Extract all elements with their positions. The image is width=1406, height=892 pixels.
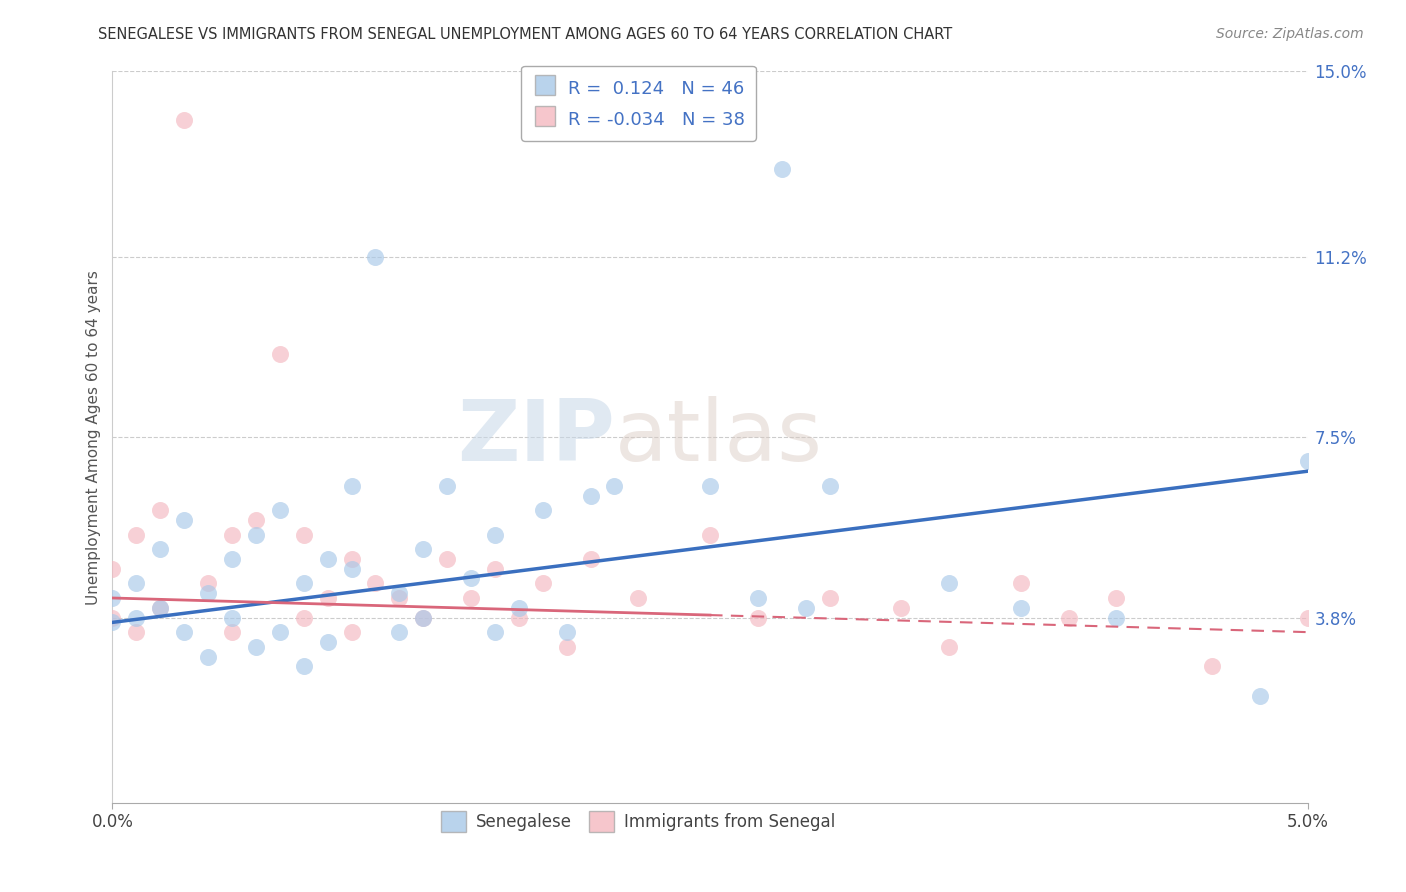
Text: SENEGALESE VS IMMIGRANTS FROM SENEGAL UNEMPLOYMENT AMONG AGES 60 TO 64 YEARS COR: SENEGALESE VS IMMIGRANTS FROM SENEGAL UN…	[98, 27, 953, 42]
Point	[245, 640, 267, 654]
Point	[460, 591, 482, 605]
Point	[101, 562, 124, 576]
Point	[340, 552, 363, 566]
Point	[555, 640, 578, 654]
Point	[1057, 610, 1080, 624]
Point	[818, 479, 841, 493]
Point	[125, 576, 148, 591]
Point	[1010, 600, 1032, 615]
Point	[794, 600, 817, 615]
Point	[125, 625, 148, 640]
Point	[149, 503, 172, 517]
Point	[938, 640, 960, 654]
Y-axis label: Unemployment Among Ages 60 to 64 years: Unemployment Among Ages 60 to 64 years	[86, 269, 101, 605]
Point	[221, 625, 243, 640]
Point	[388, 586, 411, 600]
Legend: Senegalese, Immigrants from Senegal: Senegalese, Immigrants from Senegal	[434, 805, 842, 838]
Point	[173, 625, 195, 640]
Point	[125, 610, 148, 624]
Point	[579, 489, 602, 503]
Point	[938, 576, 960, 591]
Point	[484, 527, 506, 541]
Point	[603, 479, 626, 493]
Point	[627, 591, 650, 605]
Point	[818, 591, 841, 605]
Point	[699, 479, 721, 493]
Point	[388, 591, 411, 605]
Point	[269, 503, 291, 517]
Point	[173, 113, 195, 128]
Point	[1249, 689, 1271, 703]
Point	[269, 347, 291, 361]
Point	[340, 562, 363, 576]
Point	[1105, 610, 1128, 624]
Point	[340, 479, 363, 493]
Point	[173, 513, 195, 527]
Point	[292, 576, 315, 591]
Point	[770, 161, 793, 176]
Point	[460, 572, 482, 586]
Point	[412, 542, 434, 557]
Point	[364, 250, 387, 264]
Point	[101, 591, 124, 605]
Point	[508, 600, 530, 615]
Point	[149, 542, 172, 557]
Point	[1105, 591, 1128, 605]
Point	[245, 513, 267, 527]
Point	[436, 479, 458, 493]
Point	[388, 625, 411, 640]
Point	[747, 591, 769, 605]
Text: ZIP: ZIP	[457, 395, 614, 479]
Point	[101, 615, 124, 630]
Point	[412, 610, 434, 624]
Point	[221, 610, 243, 624]
Point	[149, 600, 172, 615]
Point	[292, 659, 315, 673]
Point	[1201, 659, 1223, 673]
Text: atlas: atlas	[614, 395, 823, 479]
Point	[101, 610, 124, 624]
Point	[125, 527, 148, 541]
Point	[197, 586, 219, 600]
Point	[555, 625, 578, 640]
Point	[436, 552, 458, 566]
Text: Source: ZipAtlas.com: Source: ZipAtlas.com	[1216, 27, 1364, 41]
Point	[364, 576, 387, 591]
Point	[1296, 610, 1319, 624]
Point	[197, 576, 219, 591]
Point	[316, 591, 339, 605]
Point	[221, 552, 243, 566]
Point	[221, 527, 243, 541]
Point	[1296, 454, 1319, 468]
Point	[699, 527, 721, 541]
Point	[1010, 576, 1032, 591]
Point	[269, 625, 291, 640]
Point	[890, 600, 912, 615]
Point	[484, 625, 506, 640]
Point	[149, 600, 172, 615]
Point	[747, 610, 769, 624]
Point	[579, 552, 602, 566]
Point	[316, 635, 339, 649]
Point	[245, 527, 267, 541]
Point	[292, 610, 315, 624]
Point	[316, 552, 339, 566]
Point	[292, 527, 315, 541]
Point	[484, 562, 506, 576]
Point	[531, 576, 554, 591]
Point	[531, 503, 554, 517]
Point	[340, 625, 363, 640]
Point	[412, 610, 434, 624]
Point	[508, 610, 530, 624]
Point	[197, 649, 219, 664]
